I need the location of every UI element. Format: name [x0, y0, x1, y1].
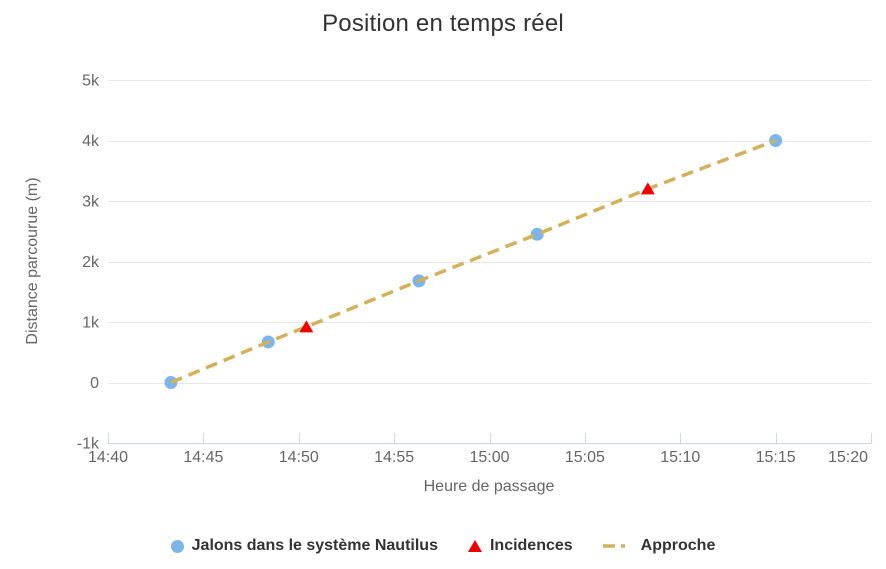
legend-item-approche[interactable]: Approche	[602, 537, 716, 555]
legend-item-jalons[interactable]: Jalons dans le système Nautilus	[170, 537, 438, 555]
x-tick-label: 15:05	[565, 449, 605, 466]
y-tick-label: 5k	[82, 73, 100, 90]
y-tick-label: 1k	[82, 315, 100, 332]
triangle-marker-icon	[467, 540, 482, 552]
x-tick-label: 14:55	[374, 449, 414, 466]
x-tick-label: 14:50	[279, 449, 319, 466]
dashed-line-icon	[602, 544, 633, 548]
approche-line[interactable]	[170, 138, 777, 385]
x-tick-label: 14:45	[183, 449, 223, 466]
x-tick-label: 15:00	[469, 449, 509, 466]
circle-marker-icon	[170, 539, 184, 553]
data-point-incidence[interactable]	[640, 182, 655, 195]
x-tick-label: 15:10	[660, 449, 700, 466]
x-axis-title: Heure de passage	[423, 478, 555, 495]
chart-title: Position en temps réel	[322, 10, 564, 37]
legend-item-incidences[interactable]: Incidences	[467, 537, 573, 555]
data-point-incidence[interactable]	[299, 320, 314, 333]
y-tick-label: 3k	[82, 194, 100, 211]
legend-label-jalons: Jalons dans le système Nautilus	[191, 537, 438, 554]
x-tick-label: 14:40	[88, 449, 128, 466]
y-tick-label: 0	[90, 375, 99, 392]
y-tick-label: 2k	[82, 254, 100, 271]
y-axis-title: Distance parcourue (m)	[24, 177, 41, 345]
x-tick-label: 15:20	[828, 449, 868, 466]
x-tick-label: 15:15	[756, 449, 796, 466]
data-point-jalon[interactable]	[530, 227, 544, 241]
legend-label-approche: Approche	[640, 537, 716, 554]
y-tick-label: -1k	[77, 436, 100, 453]
y-tick-label: 4k	[82, 133, 100, 150]
chart-legend: Jalons dans le système Nautilus Incidenc…	[0, 533, 886, 559]
legend-label-incidences: Incidences	[489, 537, 573, 554]
